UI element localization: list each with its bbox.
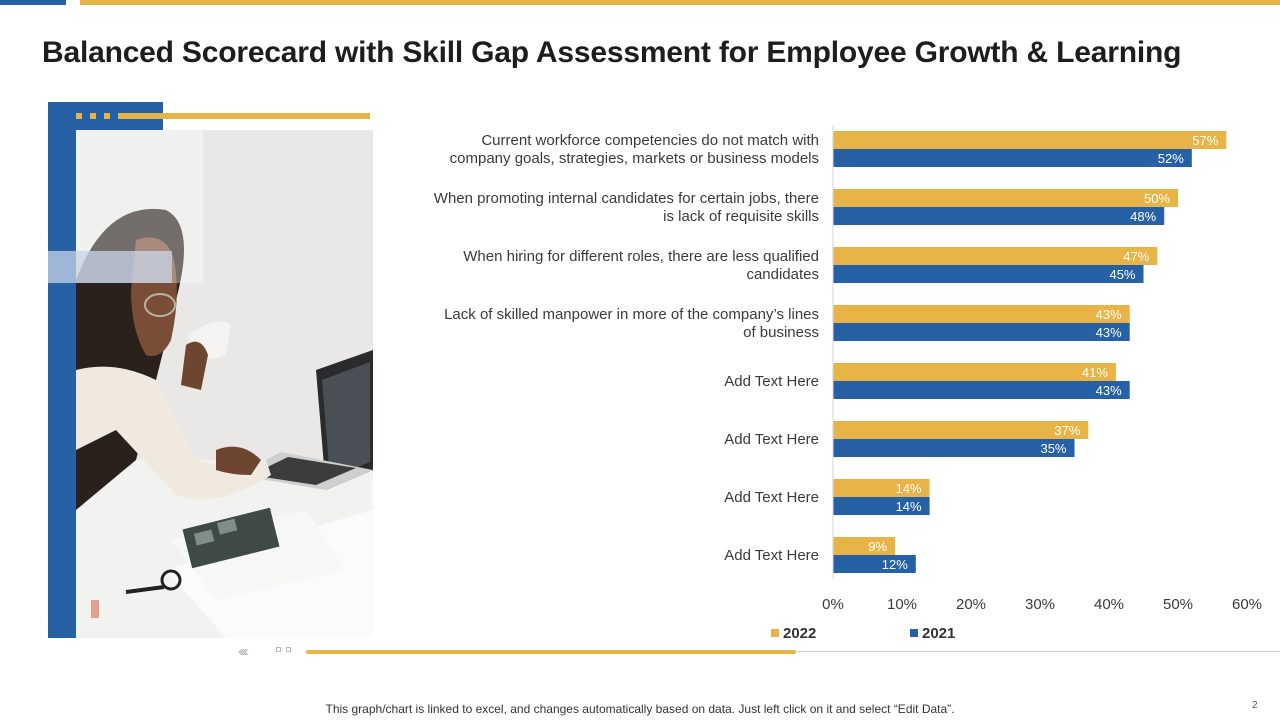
category-label: Add Text Here bbox=[724, 373, 819, 390]
bar-2022 bbox=[833, 421, 1089, 439]
value-label-2022: 37% bbox=[1054, 423, 1080, 438]
x-tick-label: 20% bbox=[956, 596, 986, 613]
value-label-2021: 45% bbox=[1109, 267, 1135, 282]
legend-swatch-2022 bbox=[771, 629, 779, 637]
page-number: 2 bbox=[1252, 700, 1258, 711]
decorative-blue-bar bbox=[48, 102, 76, 638]
bar-2022 bbox=[833, 131, 1227, 149]
decorative-gold-line bbox=[118, 113, 370, 119]
value-label-2022: 43% bbox=[1096, 307, 1122, 322]
photo-illustration bbox=[76, 130, 373, 638]
bars bbox=[833, 131, 1227, 573]
slide-title: Balanced Scorecard with Skill Gap Assess… bbox=[42, 36, 1182, 69]
x-tick-label: 60% bbox=[1232, 596, 1262, 613]
x-tick-label: 10% bbox=[887, 596, 917, 613]
bar-2022 bbox=[833, 363, 1116, 381]
x-tick-label: 30% bbox=[1025, 596, 1055, 613]
value-label-2021: 43% bbox=[1096, 325, 1122, 340]
category-label: Add Text Here bbox=[724, 547, 819, 564]
bar-2021 bbox=[833, 265, 1144, 283]
bar-2021 bbox=[833, 381, 1130, 399]
value-label-2022: 9% bbox=[868, 539, 887, 554]
top-accent-bar-gold bbox=[80, 0, 1280, 5]
category-label: Current workforce competencies do not ma… bbox=[450, 132, 819, 167]
value-label-2021: 52% bbox=[1158, 151, 1184, 166]
bar-2022 bbox=[833, 189, 1178, 207]
x-tick-label: 40% bbox=[1094, 596, 1124, 613]
footer-note: This graph/chart is linked to excel, and… bbox=[325, 702, 955, 716]
bar-2022 bbox=[833, 247, 1158, 265]
value-label-2021: 48% bbox=[1130, 209, 1156, 224]
bottom-gray-line bbox=[796, 651, 1280, 652]
category-label: When promoting internal candidates for c… bbox=[434, 190, 819, 225]
value-label-2021: 14% bbox=[896, 499, 922, 514]
value-label-2022: 47% bbox=[1123, 249, 1149, 264]
bar-2021 bbox=[833, 207, 1165, 225]
value-label-2022: 14% bbox=[896, 481, 922, 496]
bar-2022 bbox=[833, 537, 896, 555]
bar-2022 bbox=[833, 479, 930, 497]
value-label-2021: 35% bbox=[1040, 441, 1066, 456]
category-label: Add Text Here bbox=[724, 431, 819, 448]
category-label: Add Text Here bbox=[724, 489, 819, 506]
photo-woman-at-laptop bbox=[76, 130, 373, 638]
category-label: Lack of skilled manpower in more of the … bbox=[444, 306, 819, 341]
legend-swatch-2021 bbox=[910, 629, 918, 637]
value-label-2021: 12% bbox=[882, 557, 908, 572]
bar-2021 bbox=[833, 323, 1130, 341]
bar-2022 bbox=[833, 305, 1130, 323]
bar-2021 bbox=[833, 497, 930, 515]
bar-2021 bbox=[833, 149, 1192, 167]
category-label: When hiring for different roles, there a… bbox=[463, 248, 819, 283]
legend: 2022 2021 bbox=[771, 625, 955, 642]
chevrons-decoration: ‹‹‹‹ bbox=[238, 643, 249, 660]
x-tick-label: 50% bbox=[1163, 596, 1193, 613]
top-accent-bar-blue bbox=[0, 0, 66, 5]
x-tick-label: 0% bbox=[822, 596, 844, 613]
value-labels: 57% 52% 50% 48% 47% 45% 43% 43% 41% 43% 37% 35% 14% 1… bbox=[868, 133, 1218, 572]
photo-overlay-strip bbox=[48, 251, 172, 283]
value-label-2021: 43% bbox=[1096, 383, 1122, 398]
bar-2021 bbox=[833, 439, 1075, 457]
bar-2021 bbox=[833, 555, 916, 573]
value-label-2022: 57% bbox=[1192, 133, 1218, 148]
legend-label-2022: 2022 bbox=[783, 625, 816, 642]
value-label-2022: 50% bbox=[1144, 191, 1170, 206]
category-labels: Current workforce competencies do not ma… bbox=[434, 132, 819, 564]
legend-label-2021: 2021 bbox=[922, 625, 955, 642]
bottom-gold-line bbox=[306, 650, 796, 654]
x-axis-ticks: 0% 10% 20% 30% 40% 50% 60% bbox=[822, 596, 1262, 613]
value-label-2022: 41% bbox=[1082, 365, 1108, 380]
